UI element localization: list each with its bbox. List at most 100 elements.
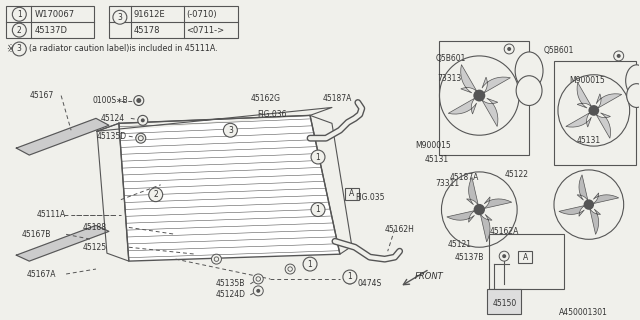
Text: 45124: 45124	[101, 114, 125, 123]
Text: 45167: 45167	[29, 91, 54, 100]
Circle shape	[588, 105, 599, 116]
Bar	[6, 6, 94, 38]
Polygon shape	[480, 213, 492, 242]
Text: 1: 1	[17, 10, 22, 19]
Text: 73313: 73313	[438, 74, 461, 83]
Text: 91612E: 91612E	[134, 10, 165, 19]
Text: (a radiator caution label)is included in 45111A.: (a radiator caution label)is included in…	[29, 44, 218, 53]
Circle shape	[113, 10, 127, 24]
Text: 45167B: 45167B	[21, 230, 51, 239]
Circle shape	[499, 251, 509, 261]
Circle shape	[308, 262, 312, 266]
Bar	[518, 251, 532, 263]
Circle shape	[502, 254, 506, 258]
Circle shape	[12, 7, 26, 21]
Polygon shape	[310, 116, 352, 254]
Polygon shape	[483, 197, 512, 209]
Text: 45125: 45125	[83, 243, 107, 252]
Circle shape	[313, 152, 323, 162]
Text: FRONT: FRONT	[415, 272, 444, 282]
Circle shape	[285, 264, 295, 274]
Text: 2: 2	[154, 190, 158, 199]
Text: 0100S∗B: 0100S∗B	[93, 96, 129, 105]
Text: 0474S: 0474S	[358, 279, 382, 288]
Polygon shape	[481, 98, 498, 126]
Text: 45137D: 45137D	[35, 26, 67, 35]
Text: FIG.035: FIG.035	[355, 193, 385, 202]
Ellipse shape	[626, 65, 640, 97]
Circle shape	[617, 54, 621, 58]
Circle shape	[141, 118, 145, 122]
Text: <0711->: <0711->	[187, 26, 225, 35]
Text: 45187A: 45187A	[449, 173, 479, 182]
Circle shape	[313, 204, 323, 214]
Polygon shape	[589, 208, 600, 234]
Polygon shape	[119, 116, 340, 261]
Circle shape	[303, 257, 317, 271]
Circle shape	[474, 204, 485, 215]
Text: 45188: 45188	[83, 223, 107, 232]
Bar	[487, 289, 521, 314]
Text: 1: 1	[316, 153, 321, 162]
Circle shape	[343, 270, 357, 284]
Circle shape	[134, 96, 144, 106]
Polygon shape	[482, 77, 510, 93]
Text: 45122: 45122	[504, 170, 528, 180]
Circle shape	[311, 150, 325, 164]
Text: 45178: 45178	[134, 26, 160, 35]
Text: 1: 1	[316, 205, 321, 214]
Text: M900015: M900015	[569, 76, 605, 85]
Text: 45111A: 45111A	[36, 210, 65, 219]
Text: 73311: 73311	[435, 179, 460, 188]
Circle shape	[474, 90, 485, 101]
Circle shape	[504, 44, 514, 54]
Text: 3: 3	[117, 13, 122, 22]
Circle shape	[12, 42, 26, 56]
Text: 3: 3	[17, 44, 22, 53]
Circle shape	[223, 123, 237, 137]
Text: A: A	[522, 253, 528, 262]
Text: 45167A: 45167A	[26, 269, 56, 278]
Circle shape	[136, 133, 146, 143]
Text: 2: 2	[17, 26, 22, 35]
Polygon shape	[559, 205, 586, 216]
Polygon shape	[97, 108, 332, 131]
Text: 1: 1	[308, 260, 312, 268]
Text: M900015: M900015	[415, 140, 451, 150]
Bar	[489, 234, 564, 289]
Circle shape	[253, 286, 263, 296]
Circle shape	[584, 199, 594, 210]
Polygon shape	[577, 83, 592, 108]
Text: 45121: 45121	[447, 240, 472, 249]
Text: W170067: W170067	[35, 10, 74, 19]
Bar	[554, 61, 636, 165]
Polygon shape	[447, 210, 476, 222]
Circle shape	[211, 254, 221, 264]
Text: Q5B601: Q5B601	[544, 46, 574, 55]
Text: FIG.036: FIG.036	[257, 110, 287, 119]
Circle shape	[12, 23, 26, 37]
Ellipse shape	[627, 84, 640, 108]
Polygon shape	[97, 108, 332, 131]
Circle shape	[311, 203, 325, 217]
Text: 45187A: 45187A	[323, 94, 353, 103]
Text: ※: ※	[6, 44, 15, 54]
Text: Q5B601: Q5B601	[435, 54, 466, 63]
Text: (-0710): (-0710)	[187, 10, 217, 19]
Circle shape	[148, 188, 163, 202]
Ellipse shape	[516, 76, 542, 106]
Text: 45124D: 45124D	[216, 290, 246, 299]
Polygon shape	[467, 177, 479, 206]
Circle shape	[305, 259, 315, 269]
Polygon shape	[17, 118, 109, 155]
Polygon shape	[596, 94, 622, 108]
Polygon shape	[592, 193, 619, 204]
Polygon shape	[448, 98, 477, 114]
Text: A450001301: A450001301	[559, 308, 608, 317]
Text: 45131: 45131	[424, 156, 449, 164]
Text: 45131: 45131	[577, 136, 601, 145]
Circle shape	[614, 51, 623, 61]
Bar	[440, 41, 529, 155]
Bar	[345, 188, 359, 200]
Text: 45135B: 45135B	[216, 279, 245, 288]
